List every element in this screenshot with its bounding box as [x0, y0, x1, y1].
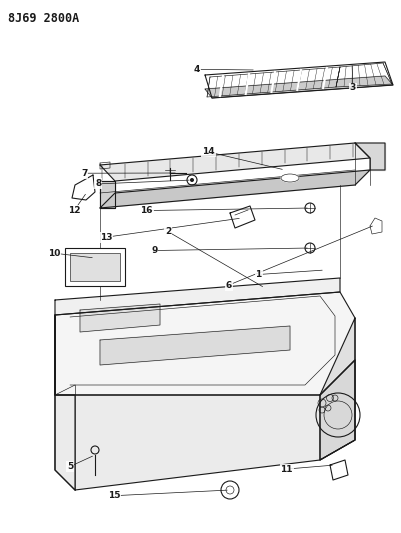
- Text: 2: 2: [165, 228, 172, 236]
- Text: 10: 10: [48, 249, 60, 257]
- Polygon shape: [55, 278, 340, 315]
- Polygon shape: [100, 181, 115, 208]
- Polygon shape: [320, 360, 355, 460]
- Polygon shape: [80, 304, 160, 332]
- Text: 4: 4: [193, 65, 200, 74]
- Polygon shape: [320, 318, 355, 460]
- Bar: [65, 248, 125, 286]
- Polygon shape: [55, 292, 355, 395]
- Text: 15: 15: [108, 491, 121, 500]
- Polygon shape: [100, 326, 290, 365]
- Text: 9: 9: [151, 246, 158, 255]
- Text: 5: 5: [67, 462, 73, 471]
- Text: 14: 14: [202, 148, 215, 156]
- Polygon shape: [355, 143, 385, 170]
- Text: 11: 11: [280, 465, 293, 473]
- Polygon shape: [100, 170, 370, 208]
- Text: 13: 13: [100, 233, 113, 241]
- Text: 1: 1: [255, 270, 262, 279]
- Ellipse shape: [281, 174, 299, 182]
- Polygon shape: [205, 76, 393, 98]
- Text: 8J69 2800A: 8J69 2800A: [8, 12, 79, 25]
- Polygon shape: [100, 143, 370, 181]
- Text: 6: 6: [225, 281, 232, 289]
- Text: 8: 8: [95, 180, 101, 188]
- Circle shape: [190, 178, 194, 182]
- Polygon shape: [55, 315, 75, 490]
- Bar: [70, 253, 120, 281]
- Polygon shape: [55, 360, 355, 490]
- Text: 7: 7: [81, 169, 87, 177]
- Text: 16: 16: [140, 206, 153, 215]
- Text: 3: 3: [350, 84, 356, 92]
- Text: 12: 12: [68, 206, 81, 215]
